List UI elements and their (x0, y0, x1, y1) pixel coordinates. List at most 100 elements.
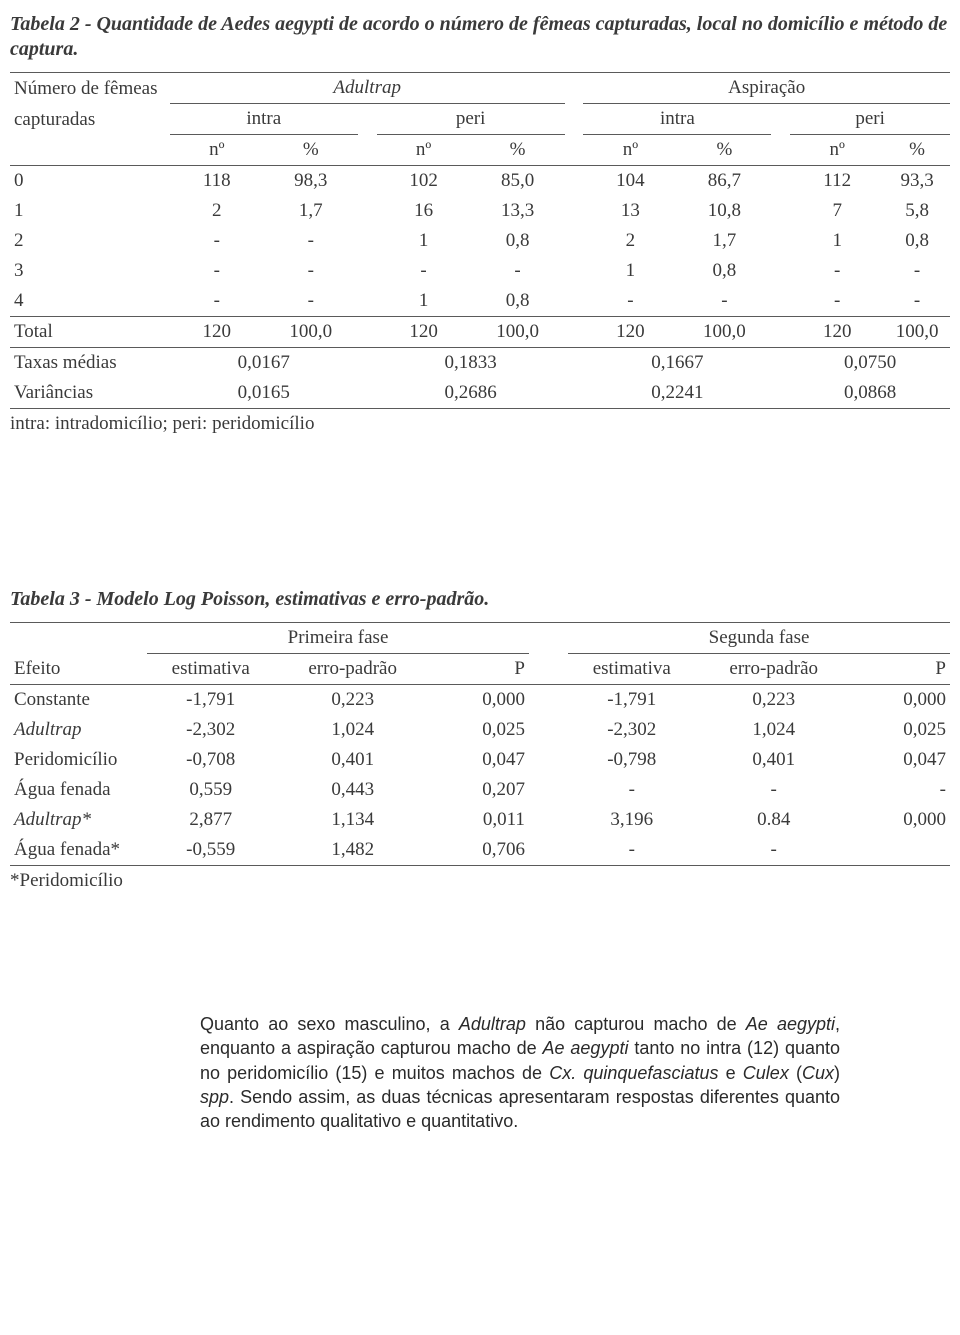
cell: 0,1667 (583, 348, 771, 379)
cell: 102 (377, 166, 471, 197)
table3-col-se: erro-padrão (695, 654, 852, 685)
table2-total-label: Total (10, 317, 170, 348)
text-run: Cux (802, 1063, 834, 1083)
cell: 0,8 (884, 226, 950, 256)
table3-body: Constante-1,7910,2230,000-1,7910,2230,00… (10, 685, 950, 866)
cell: 0,401 (695, 745, 852, 775)
cell: 0,0868 (790, 378, 950, 409)
cell: 2 (583, 226, 677, 256)
cell: 16 (377, 196, 471, 226)
cell: 0,207 (431, 775, 529, 805)
cell: 0,000 (852, 805, 950, 835)
cell: 0,011 (431, 805, 529, 835)
cell: 0,8 (677, 256, 771, 286)
col-pct: % (884, 135, 950, 166)
cell: 120 (170, 317, 264, 348)
cell: 1,024 (695, 715, 852, 745)
table2: Número de fêmeas Adultrap Aspiração capt… (10, 72, 950, 409)
text-run: Culex (743, 1063, 789, 1083)
cell: 0,8 (471, 226, 565, 256)
cell: 0,559 (147, 775, 274, 805)
table3-title: Tabela 3 - Modelo Log Poisson, estimativ… (10, 587, 950, 612)
table3-col-effect: Efeito (10, 654, 147, 685)
cell: 1,482 (274, 835, 431, 866)
cell: 85,0 (471, 166, 565, 197)
cell: - (264, 256, 358, 286)
cell: - (170, 226, 264, 256)
table2-footnote: intra: intradomicílio; peri: peridomicíl… (10, 413, 950, 435)
col-n: nº (170, 135, 264, 166)
cell: 7 (790, 196, 884, 226)
table-row: Adultrap*2,8771,1340,0113,1960.840,000 (10, 805, 950, 835)
row-label: Constante (10, 685, 147, 716)
cell: 10,8 (677, 196, 771, 226)
table-row: Água fenada0,5590,4430,207--- (10, 775, 950, 805)
cell: 1,7 (677, 226, 771, 256)
cell: 0,223 (695, 685, 852, 716)
row-label: Adultrap* (10, 805, 147, 835)
table3-col-p: P (852, 654, 950, 685)
table-row: Peridomicílio-0,7080,4010,047-0,7980,401… (10, 745, 950, 775)
row-label: Água fenada (10, 775, 147, 805)
table2-head: Número de fêmeas Adultrap Aspiração capt… (10, 73, 950, 166)
cell: 120 (377, 317, 471, 348)
col-n: nº (377, 135, 471, 166)
text-run: ) (834, 1063, 840, 1083)
cell: 100,0 (677, 317, 771, 348)
cell: -1,791 (568, 685, 695, 716)
table3-col-p: P (431, 654, 529, 685)
table3-col-se: erro-padrão (274, 654, 431, 685)
table2-method1: Adultrap (170, 73, 565, 104)
cell: 1 (377, 226, 471, 256)
cell: 100,0 (471, 317, 565, 348)
cell: 1,024 (274, 715, 431, 745)
cell: - (471, 256, 565, 286)
page-container: Tabela 2 - Quantidade de Aedes aegypti d… (0, 0, 960, 1173)
table2-means-label: Taxas médias (10, 348, 170, 379)
cell: 98,3 (264, 166, 358, 197)
table3-footnote: *Peridomicílio (10, 870, 950, 892)
cell: 0,025 (852, 715, 950, 745)
col-n: nº (790, 135, 884, 166)
cell: - (790, 256, 884, 286)
table2-vars-label: Variâncias (10, 378, 170, 409)
cell: - (884, 286, 950, 317)
table2-rowhead-bot: capturadas (10, 104, 170, 135)
cell: - (695, 775, 852, 805)
row-key: 3 (10, 256, 170, 286)
text-run: spp (200, 1087, 229, 1107)
cell: -0,708 (147, 745, 274, 775)
cell: 0,2686 (377, 378, 565, 409)
table3-head: Primeira fase Segunda fase Efeito estima… (10, 623, 950, 685)
cell: 0,1833 (377, 348, 565, 379)
table2-sub-intra-2: intra (583, 104, 771, 135)
cell: 13 (583, 196, 677, 226)
cell: - (170, 286, 264, 317)
cell: 118 (170, 166, 264, 197)
cell: 1,7 (264, 196, 358, 226)
cell: 120 (583, 317, 677, 348)
table2-method1-label: Adultrap (333, 77, 401, 98)
cell: 100,0 (884, 317, 950, 348)
cell: -2,302 (568, 715, 695, 745)
cell: 0,401 (274, 745, 431, 775)
cell: - (852, 775, 950, 805)
cell: - (170, 256, 264, 286)
cell: - (677, 286, 771, 317)
text-run: Ae aegypti (746, 1014, 835, 1034)
row-key: 1 (10, 196, 170, 226)
cell: -1,791 (147, 685, 274, 716)
text-run: . Sendo assim, as duas técnicas apresent… (200, 1087, 840, 1131)
cell: 1 (377, 286, 471, 317)
table2-vars-row: Variâncias 0,0165 0,2686 0,2241 0,0868 (10, 378, 950, 409)
table-row: 3----10,8-- (10, 256, 950, 286)
table3-col-est: estimativa (568, 654, 695, 685)
cell: 0,000 (852, 685, 950, 716)
cell (852, 835, 950, 866)
row-label: Água fenada* (10, 835, 147, 866)
cell: 0.84 (695, 805, 852, 835)
cell: 13,3 (471, 196, 565, 226)
table2-rowhead-top: Número de fêmeas (10, 73, 170, 104)
cell: 3,196 (568, 805, 695, 835)
cell: 0,706 (431, 835, 529, 866)
